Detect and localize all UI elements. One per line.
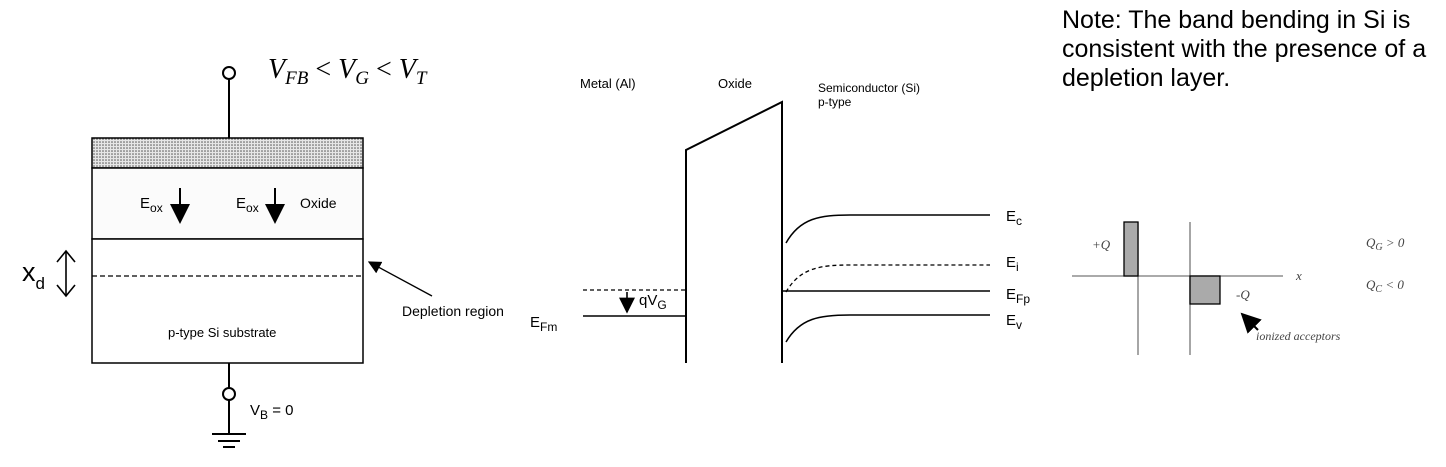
semiconductor-type-label: p-type: [818, 95, 852, 109]
ec-band: [785, 214, 990, 244]
mos-structure: VFB < VG < VT Eox Eox Oxide xd Depletion…: [22, 54, 504, 448]
body-terminal: [222, 387, 236, 401]
ei-band: [785, 264, 990, 293]
band-bending-note: Note: The band bending in Si is consiste…: [1062, 6, 1427, 92]
acceptors-pointer: [1240, 312, 1262, 334]
depletion-pointer: [367, 261, 433, 297]
eox-label-right: Eox: [236, 195, 259, 215]
efp-label: EFp: [1006, 286, 1030, 306]
qvg-label: qVG: [639, 292, 667, 312]
gate-metal-layer: [91, 137, 364, 169]
x-axis-label: x: [1295, 268, 1302, 283]
efm-label: EFm: [530, 314, 557, 334]
gate-charge-bar: [1123, 221, 1139, 277]
substrate-layer: [91, 238, 364, 364]
eox-label-left: Eox: [140, 195, 163, 215]
substrate-label: p-type Si substrate: [168, 325, 276, 340]
ev-label: Ev: [1006, 312, 1022, 332]
vb-label: VB = 0: [250, 402, 293, 422]
ev-band: [785, 314, 990, 343]
plus-q-label: +Q: [1092, 237, 1111, 252]
gate-terminal: [222, 66, 236, 80]
oxide-label: Oxide: [300, 195, 337, 211]
band-oxide-label: Oxide: [718, 76, 752, 91]
depletion-region-label: Depletion region: [402, 303, 504, 319]
ec-label: Ec: [1006, 208, 1022, 228]
ionized-acceptors-label: ionized acceptors: [1256, 329, 1341, 343]
charge-diagram: x +Q -Q ionized acceptors QG > 0 QC < 0: [1072, 221, 1405, 355]
band-diagram: Metal (Al) Oxide Semiconductor (Si) p-ty…: [530, 76, 1030, 363]
oxide-barrier: [685, 100, 783, 363]
minus-q-label: -Q: [1236, 287, 1250, 302]
bias-condition: VFB < VG < VT: [268, 54, 428, 89]
xd-label: xd: [22, 257, 45, 293]
metal-label: Metal (Al): [580, 76, 636, 91]
qg-condition: QG > 0: [1366, 235, 1405, 253]
ei-label: Ei: [1006, 254, 1019, 274]
qc-condition: QC < 0: [1366, 277, 1404, 295]
oxide-layer: [91, 167, 364, 240]
semiconductor-label: Semiconductor (Si): [818, 81, 920, 95]
ground-icon: [212, 433, 246, 448]
xd-double-arrow: [56, 249, 76, 298]
depletion-charge-bar: [1189, 275, 1221, 305]
